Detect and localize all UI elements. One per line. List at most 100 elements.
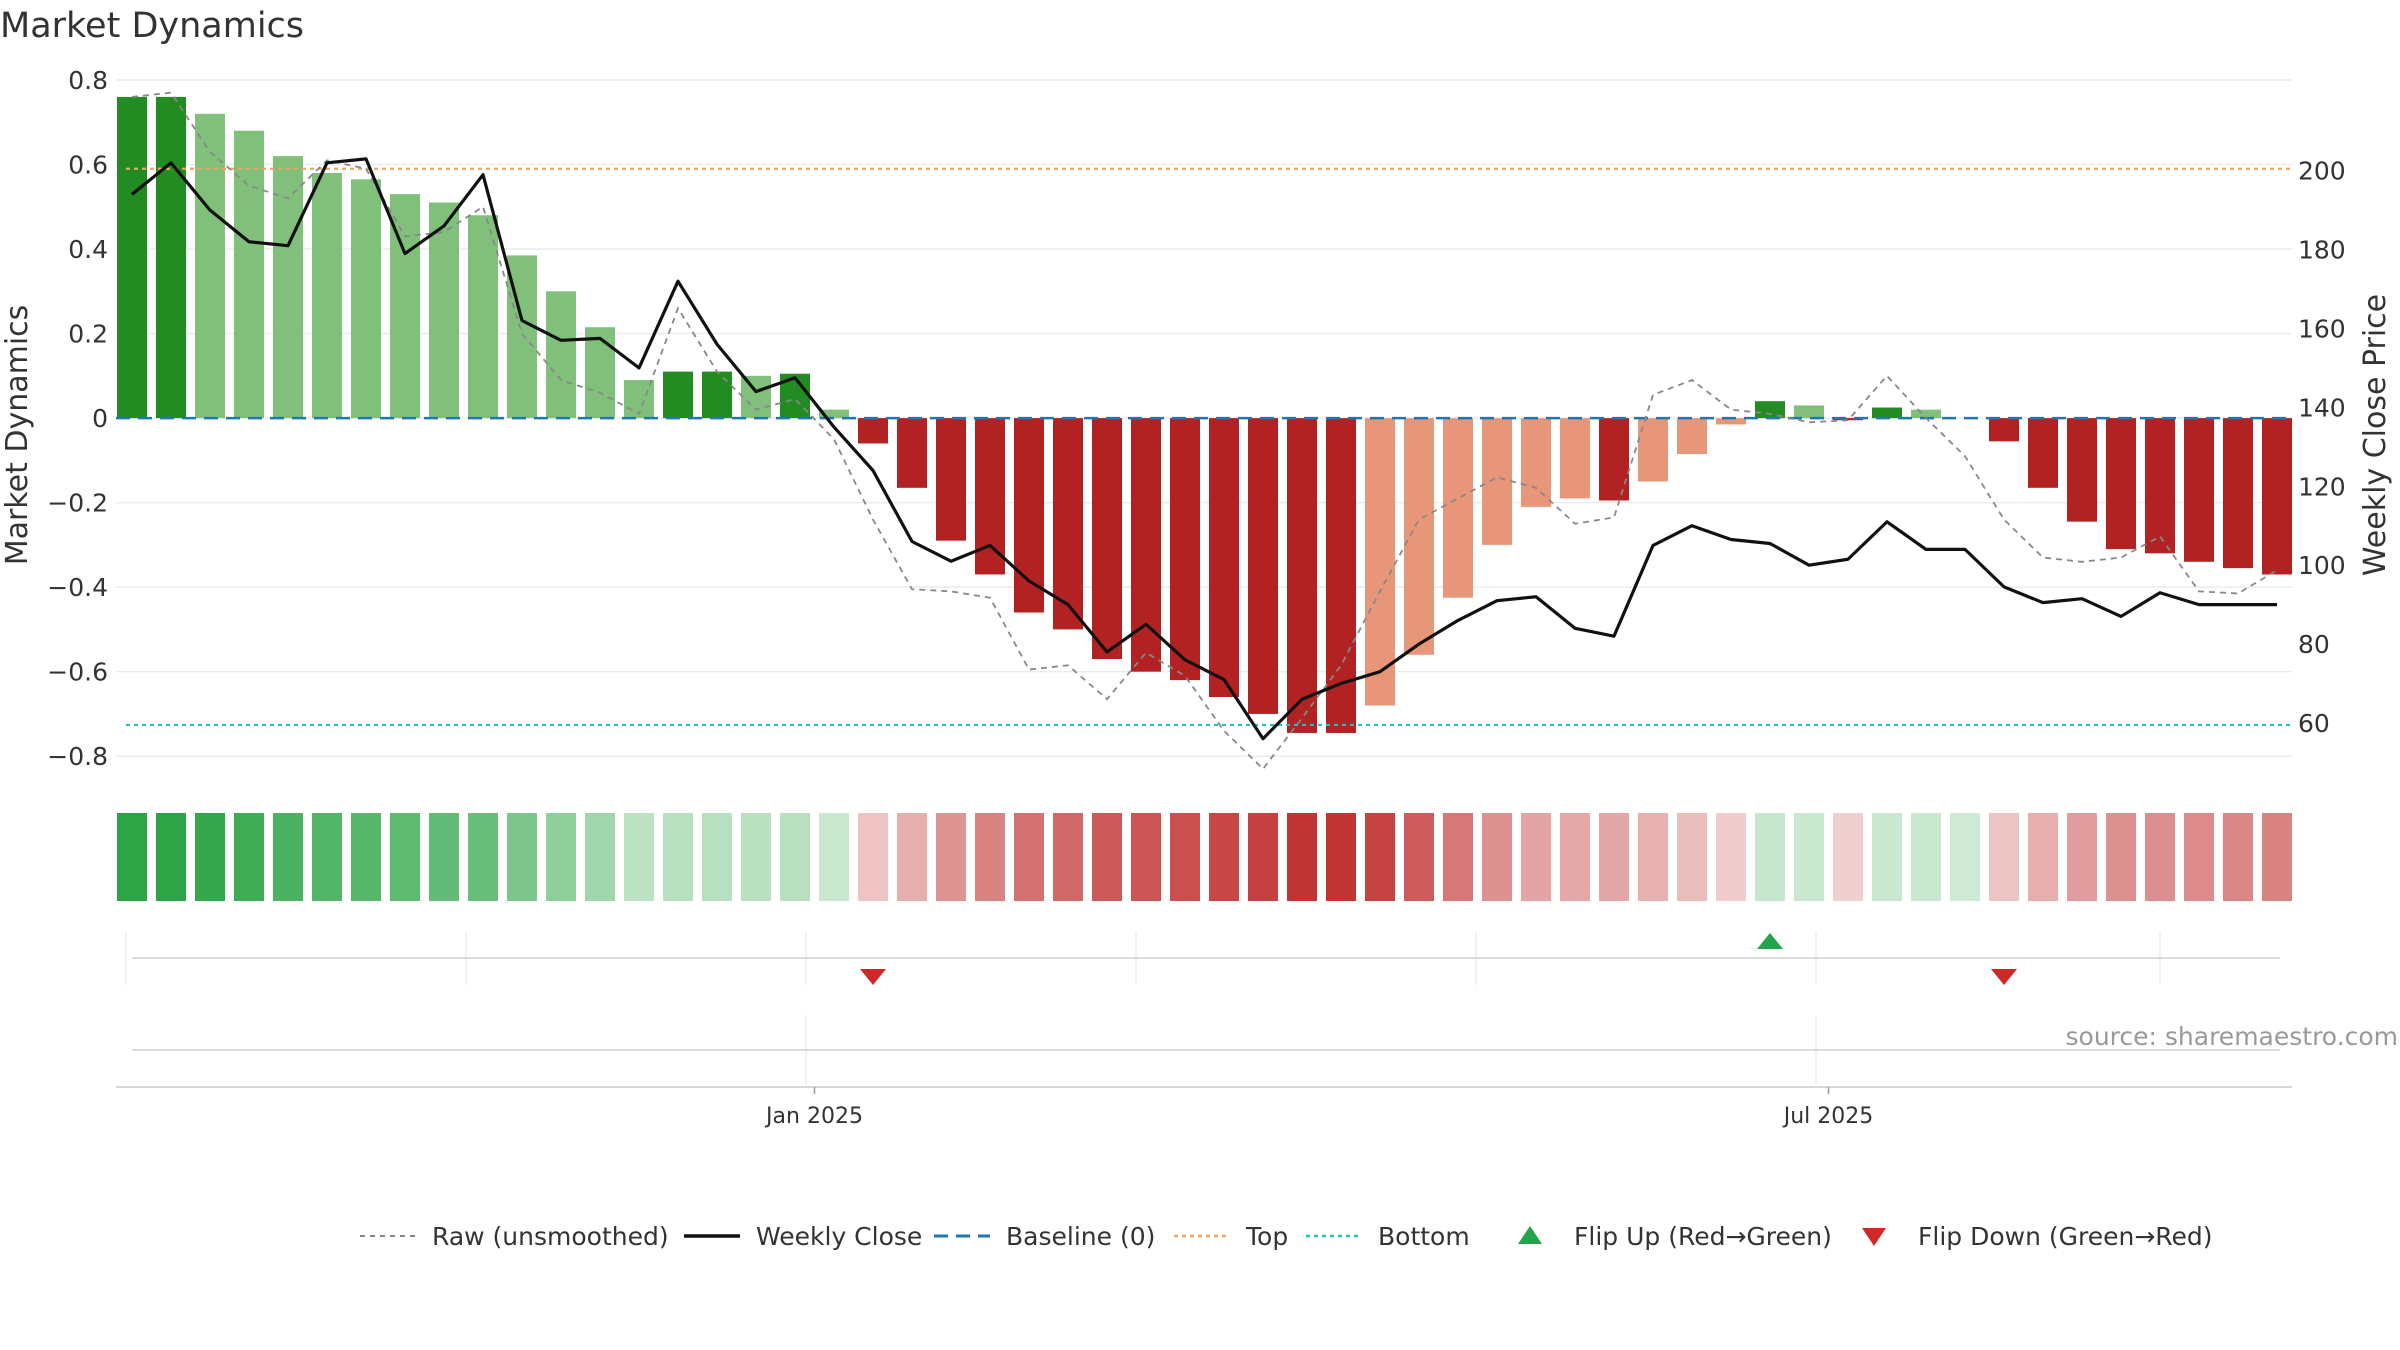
legend-label: Top	[1245, 1222, 1288, 1251]
left-tick-label: −0.2	[47, 489, 108, 518]
x-tick-label: Jan 2025	[764, 1104, 863, 1129]
heat-cell	[1443, 813, 1473, 901]
bars	[117, 96, 2292, 733]
right-tick-label: 140	[2298, 393, 2346, 422]
bar	[1872, 407, 1902, 419]
heat-cell	[702, 813, 732, 901]
left-tick-label: −0.4	[47, 573, 108, 602]
bar	[1443, 418, 1473, 598]
heat-cell	[663, 813, 693, 901]
source-text: source: sharemaestro.com	[2065, 1022, 2399, 1051]
heat-cell	[2184, 813, 2214, 901]
bar	[1053, 418, 1083, 630]
heat-cell	[2145, 813, 2175, 901]
flip-down-marker	[860, 969, 886, 985]
flip-up-marker	[1757, 933, 1783, 949]
bar	[546, 291, 576, 419]
heat-cell	[741, 813, 771, 901]
heat-cell	[897, 813, 927, 901]
bar	[273, 156, 303, 419]
left-tick-label: 0.8	[68, 66, 108, 95]
bar	[1794, 405, 1824, 419]
heat-cell	[2067, 813, 2097, 901]
left-tick-label: 0	[92, 404, 108, 433]
bar	[1755, 401, 1785, 419]
heat-cell	[429, 813, 459, 901]
legend-raw: Raw (unsmoothed)	[360, 1222, 669, 1251]
legend-weekly-close: Weekly Close	[684, 1222, 922, 1251]
bar	[936, 418, 966, 541]
bar	[1599, 418, 1629, 501]
heat-cell	[234, 813, 264, 901]
heat-cell	[1365, 813, 1395, 901]
right-tick-label: 120	[2298, 472, 2346, 501]
bar	[1677, 418, 1707, 455]
bar	[312, 172, 342, 419]
heat-cell	[1833, 813, 1863, 901]
bar	[2106, 418, 2136, 550]
heat-cell	[585, 813, 615, 901]
bar	[1989, 418, 2019, 442]
chart-title: Market Dynamics	[0, 6, 305, 46]
heat-cell	[1521, 813, 1551, 901]
legend-label: Baseline (0)	[1006, 1222, 1155, 1251]
heat-cell	[1872, 813, 1902, 901]
heat-cell	[858, 813, 888, 901]
legend-swatch	[1518, 1226, 1542, 1244]
bar	[1131, 418, 1161, 672]
bar	[1248, 418, 1278, 714]
heat-cell	[117, 813, 147, 901]
legend-swatch	[1862, 1228, 1886, 1246]
heat-cell	[1950, 813, 1980, 901]
bar	[1833, 418, 1863, 421]
bar	[1365, 418, 1395, 706]
bar	[897, 418, 927, 488]
heat-cell	[624, 813, 654, 901]
bar	[819, 409, 849, 419]
bar	[1326, 418, 1356, 733]
heat-cell	[936, 813, 966, 901]
left-tick-label: −0.8	[47, 742, 108, 771]
heat-cell	[156, 813, 186, 901]
heat-cell	[2106, 813, 2136, 901]
heat-cell	[1482, 813, 1512, 901]
right-tick-label: 200	[2298, 157, 2346, 186]
bar	[1287, 418, 1317, 733]
heat-cell	[1599, 813, 1629, 901]
flip-down-marker	[1991, 969, 2017, 985]
heat-strip	[117, 813, 2292, 901]
legend: Raw (unsmoothed) Weekly Close Baseline (0)…	[360, 1222, 2213, 1251]
bar	[2223, 418, 2253, 569]
heat-cell	[195, 813, 225, 901]
bar	[702, 371, 732, 419]
bar	[1911, 409, 1941, 419]
legend-bottom: Bottom	[1306, 1222, 1470, 1251]
right-tick-label: 60	[2298, 709, 2330, 738]
right-tick-label: 80	[2298, 630, 2330, 659]
left-tick-label: 0.6	[68, 151, 108, 180]
left-tick-label: 0.2	[68, 320, 108, 349]
bar	[1170, 418, 1200, 681]
bar	[663, 371, 693, 419]
heat-cell	[1638, 813, 1668, 901]
heat-cell	[1404, 813, 1434, 901]
heat-cell	[1014, 813, 1044, 901]
heat-cell	[819, 813, 849, 901]
bar	[1014, 418, 1044, 613]
bar	[1716, 418, 1746, 425]
heat-cell	[507, 813, 537, 901]
heat-cell	[1989, 813, 2019, 901]
heat-cell	[2028, 813, 2058, 901]
heat-cell	[975, 813, 1005, 901]
bar	[741, 375, 771, 419]
right-tick-label: 180	[2298, 236, 2346, 265]
bar	[1521, 418, 1551, 507]
heat-cell	[390, 813, 420, 901]
left-axis-label: Market Dynamics	[0, 305, 35, 566]
heat-cell	[1755, 813, 1785, 901]
bar	[1404, 418, 1434, 655]
bar	[1482, 418, 1512, 545]
bar	[585, 327, 615, 419]
